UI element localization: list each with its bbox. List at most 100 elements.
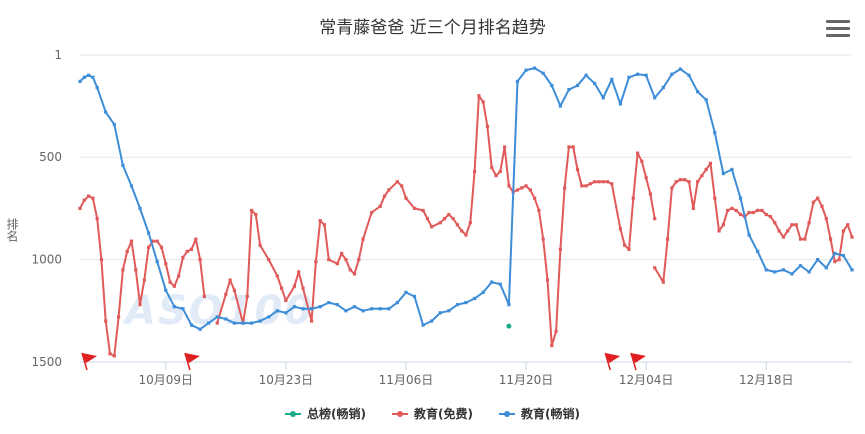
data-point [78, 206, 82, 210]
data-point [310, 307, 314, 311]
data-point [464, 301, 468, 305]
data-point [773, 221, 777, 225]
data-point [751, 210, 755, 215]
flag-icon-pole [81, 352, 88, 371]
data-point [82, 75, 86, 79]
data-point [177, 274, 181, 278]
data-point [224, 317, 228, 321]
data-point [678, 178, 683, 182]
data-point [545, 278, 550, 282]
data-point [700, 174, 704, 178]
data-point [528, 188, 532, 192]
y-tick-label: 1500 [31, 355, 62, 369]
data-point [653, 217, 657, 221]
data-point [846, 223, 850, 227]
data-point [438, 221, 442, 225]
legend-label: 教育(畅销) [520, 407, 580, 421]
data-point [507, 303, 511, 307]
data-point [584, 73, 588, 77]
data-point [670, 72, 674, 76]
data-point [164, 262, 168, 266]
data-point [503, 145, 507, 149]
data-point [811, 200, 815, 204]
data-point [593, 180, 597, 184]
legend-item[interactable]: 总榜(畅销) [285, 405, 366, 422]
x-tick-label: 12月18日 [739, 373, 794, 387]
data-point [404, 290, 408, 294]
data-point [687, 180, 691, 184]
data-point [314, 260, 318, 264]
legend-label: 总榜(畅销) [307, 407, 366, 421]
legend-swatch [285, 410, 302, 417]
data-point [515, 188, 520, 192]
data-point [292, 284, 297, 288]
data-point [567, 145, 571, 149]
legend-item[interactable]: 教育(免费) [392, 405, 473, 422]
data-point [468, 221, 472, 225]
data-point [798, 264, 803, 268]
y-axis-label: 排名 [5, 218, 19, 242]
data-point [687, 73, 691, 77]
data-point [833, 251, 837, 256]
data-point [747, 233, 751, 237]
data-point [322, 223, 327, 227]
data-point [215, 321, 219, 325]
data-point [541, 71, 545, 75]
data-point [798, 237, 803, 241]
data-point [781, 268, 785, 272]
data-point [558, 247, 562, 251]
data-point [224, 292, 228, 297]
data-point [563, 186, 567, 190]
data-point [674, 180, 678, 184]
data-point [605, 180, 610, 184]
flag-icon-pole [184, 352, 191, 371]
data-point [820, 204, 824, 208]
data-point [790, 272, 794, 276]
x-tick-label: 10月09日 [139, 373, 194, 387]
data-point [155, 239, 159, 243]
data-point [850, 235, 854, 239]
data-point [550, 344, 554, 348]
y-tick-label: 1000 [31, 253, 62, 267]
data-point [370, 210, 374, 215]
data-point [155, 260, 159, 264]
x-tick-label: 11月06日 [379, 373, 434, 387]
data-point [112, 122, 116, 127]
data-point [181, 255, 185, 260]
data-point [292, 305, 297, 309]
data-point [344, 309, 348, 313]
data-point [515, 79, 520, 84]
chart-menu-button[interactable] [826, 20, 850, 40]
data-point [95, 85, 99, 90]
data-point [421, 208, 425, 213]
data-point [661, 280, 665, 284]
data-point [86, 73, 91, 77]
data-point [738, 212, 743, 217]
data-point [747, 210, 751, 215]
data-point [301, 286, 305, 290]
data-point [297, 270, 301, 274]
data-point [773, 270, 777, 274]
data-point [833, 260, 837, 264]
data-point [228, 278, 232, 282]
data-point [824, 217, 828, 221]
data-point [760, 208, 764, 213]
data-point [447, 309, 451, 313]
data-point [168, 280, 172, 284]
series-line-3 [79, 67, 853, 331]
data-point [254, 212, 258, 217]
data-point [481, 100, 485, 104]
data-point [696, 90, 700, 94]
data-point [472, 296, 477, 301]
data-point [558, 104, 562, 108]
data-point [430, 225, 434, 229]
data-point [841, 229, 846, 233]
data-point [387, 307, 391, 311]
data-point [498, 282, 502, 286]
data-point [198, 327, 202, 331]
data-point [412, 206, 417, 210]
data-point [412, 294, 417, 299]
legend-item[interactable]: 教育(畅销) [498, 405, 580, 422]
data-point [485, 124, 490, 129]
